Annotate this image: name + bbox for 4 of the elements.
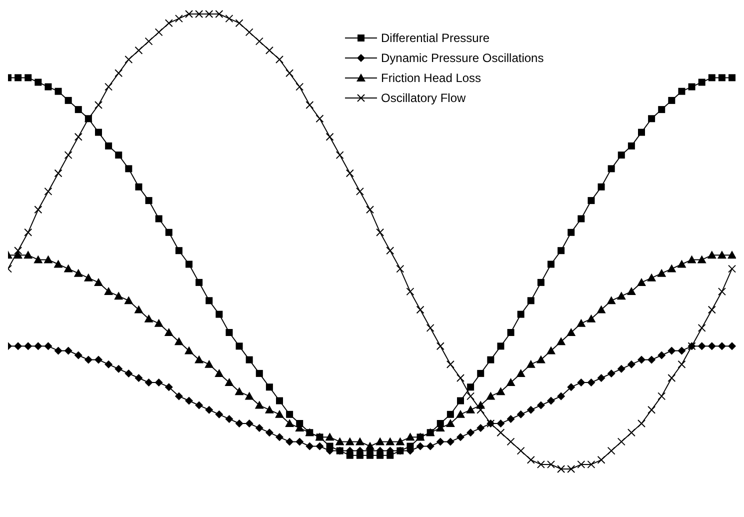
legend-label: Differential Pressure xyxy=(381,31,490,45)
legend-label: Friction Head Loss xyxy=(381,71,482,85)
legend-label: Oscillatory Flow xyxy=(381,91,466,105)
legend-label: Dynamic Pressure Oscillations xyxy=(381,51,544,65)
